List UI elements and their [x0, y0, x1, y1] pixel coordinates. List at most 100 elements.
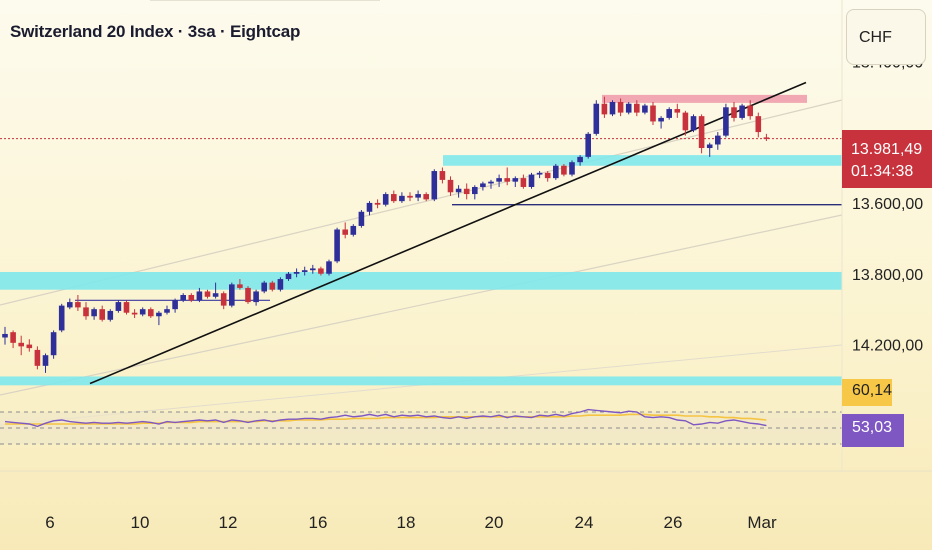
candle[interactable] [156, 312, 162, 317]
candle[interactable] [83, 307, 89, 317]
candle[interactable] [536, 172, 543, 175]
candle[interactable] [723, 107, 729, 136]
candle[interactable] [569, 162, 575, 175]
candle[interactable] [67, 302, 73, 308]
candle[interactable] [91, 309, 97, 317]
candle[interactable] [731, 107, 737, 118]
candle[interactable] [253, 291, 259, 303]
candle[interactable] [455, 188, 462, 193]
candle[interactable] [58, 305, 65, 331]
candle[interactable] [196, 291, 203, 301]
candle[interactable] [164, 309, 170, 313]
candle[interactable] [245, 287, 251, 303]
candle[interactable] [391, 194, 397, 202]
candle[interactable] [399, 195, 405, 202]
candle[interactable] [682, 112, 689, 131]
candle[interactable] [269, 282, 276, 290]
candle[interactable] [50, 332, 57, 356]
candle[interactable] [148, 309, 154, 317]
candle[interactable] [99, 309, 105, 320]
candle[interactable] [480, 183, 486, 187]
candle[interactable] [277, 279, 284, 290]
candle[interactable] [301, 270, 308, 272]
candle[interactable] [520, 178, 527, 187]
candle[interactable] [544, 172, 551, 179]
candle[interactable] [706, 144, 713, 149]
candle[interactable] [212, 293, 219, 297]
candle[interactable] [690, 116, 697, 131]
candle[interactable] [237, 284, 243, 288]
candle[interactable] [374, 202, 381, 205]
candle[interactable] [107, 310, 114, 320]
candle[interactable] [229, 284, 235, 306]
candle[interactable] [439, 171, 446, 180]
candle[interactable] [42, 355, 49, 366]
candle[interactable] [447, 179, 454, 193]
candle[interactable] [553, 165, 559, 179]
candle[interactable] [293, 271, 300, 274]
candle[interactable] [10, 332, 16, 343]
candle[interactable] [577, 156, 583, 163]
candle[interactable] [326, 261, 332, 274]
time-axis-tick: 10 [131, 513, 150, 532]
candle[interactable] [382, 194, 389, 205]
candle[interactable] [115, 302, 122, 311]
candle[interactable] [34, 349, 41, 366]
candle[interactable] [75, 302, 81, 308]
candle[interactable] [423, 194, 429, 200]
candle[interactable] [561, 165, 567, 175]
candle[interactable] [261, 282, 267, 292]
candle[interactable] [650, 105, 656, 122]
candle[interactable] [755, 116, 762, 133]
candle[interactable] [642, 105, 648, 113]
candle[interactable] [674, 109, 681, 113]
candle[interactable] [407, 195, 413, 198]
candle[interactable] [350, 225, 357, 235]
candle[interactable] [512, 178, 519, 182]
candle[interactable] [463, 188, 470, 195]
candle[interactable] [415, 194, 421, 198]
candle[interactable] [366, 202, 373, 212]
candle[interactable] [617, 101, 624, 113]
candle[interactable] [358, 211, 365, 226]
candle[interactable] [625, 103, 632, 113]
candle[interactable] [504, 178, 510, 182]
candle[interactable] [342, 229, 348, 235]
candle[interactable] [204, 291, 211, 297]
candle[interactable] [593, 103, 600, 134]
candle[interactable] [698, 116, 705, 149]
candle[interactable] [318, 268, 324, 274]
candle[interactable] [26, 344, 33, 349]
candle[interactable] [2, 333, 8, 338]
candle[interactable] [131, 312, 138, 315]
candle[interactable] [488, 181, 494, 184]
candle[interactable] [172, 300, 178, 310]
candle[interactable] [585, 133, 591, 157]
candle[interactable] [715, 135, 721, 145]
candle[interactable] [285, 273, 292, 280]
trendline[interactable] [89, 81, 807, 385]
rsi-line [4, 408, 767, 428]
candle[interactable] [334, 229, 340, 262]
candle[interactable] [528, 174, 535, 187]
candle[interactable] [139, 309, 146, 315]
candle[interactable] [431, 171, 438, 200]
candle[interactable] [739, 105, 745, 118]
currency-button[interactable]: CHF [846, 9, 926, 65]
candle[interactable] [658, 117, 664, 122]
candle[interactable] [123, 302, 130, 313]
candle[interactable] [763, 137, 770, 139]
candle[interactable] [601, 103, 608, 115]
candle[interactable] [180, 295, 186, 301]
candle[interactable] [220, 293, 227, 306]
candle[interactable] [666, 109, 672, 118]
candle[interactable] [609, 101, 616, 115]
candle[interactable] [634, 103, 640, 113]
candle[interactable] [747, 105, 753, 117]
candle[interactable] [188, 295, 195, 301]
candle[interactable] [310, 268, 316, 271]
candle[interactable] [18, 342, 24, 347]
candle[interactable] [472, 186, 478, 195]
candle[interactable] [496, 178, 502, 182]
